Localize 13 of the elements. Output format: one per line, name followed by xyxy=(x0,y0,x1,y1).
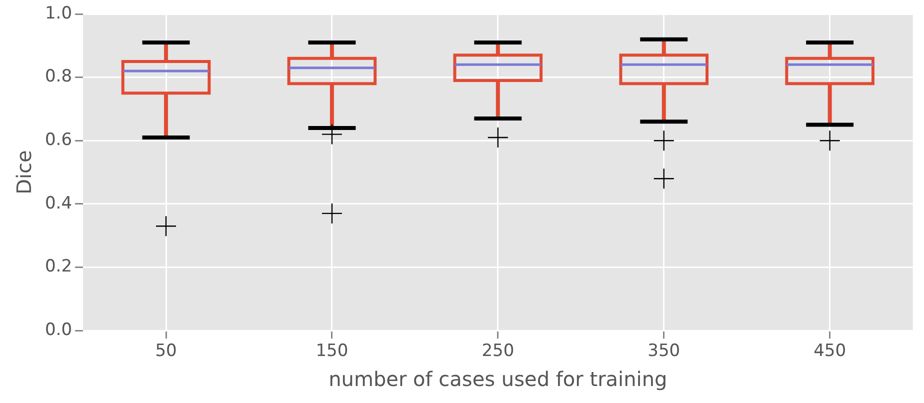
x-tick-label: 50 xyxy=(155,341,177,362)
x-tick-label: 450 xyxy=(814,341,846,362)
y-tick-label: 0.2 xyxy=(44,256,72,277)
y-tick-label: 1.0 xyxy=(44,3,72,24)
x-tick-label: 250 xyxy=(482,341,514,362)
y-tick-label: 0.0 xyxy=(44,320,72,340)
y-tick-label: 0.4 xyxy=(44,193,72,214)
x-axis-title: number of cases used for training xyxy=(328,367,668,392)
y-tick-label: 0.6 xyxy=(44,130,72,150)
y-tick-label: 0.8 xyxy=(44,66,72,87)
x-tick-label: 350 xyxy=(648,341,680,362)
y-axis-title: Dice xyxy=(12,150,36,194)
x-tick-label: 150 xyxy=(316,341,348,362)
